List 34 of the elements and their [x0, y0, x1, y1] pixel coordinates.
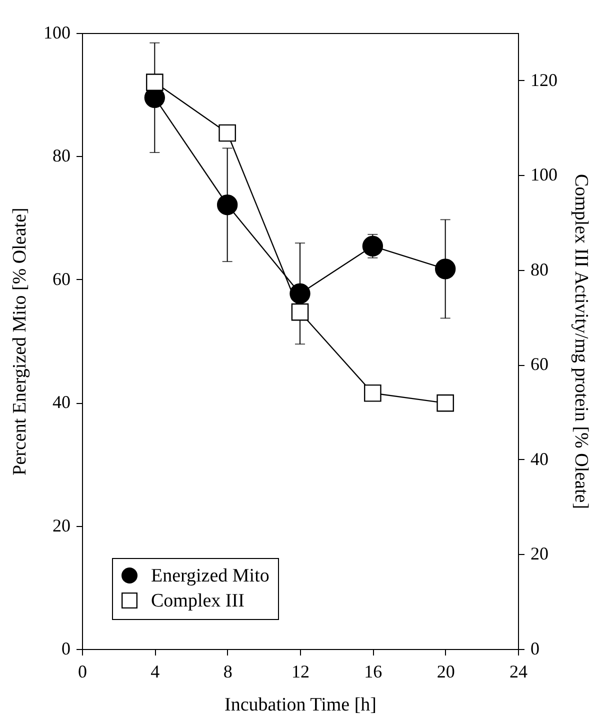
- x-tick-label: 12: [292, 662, 310, 682]
- x-tick-label: 0: [78, 662, 87, 682]
- y-tick-label: 0: [62, 638, 70, 658]
- y-tick-label: 80: [52, 146, 70, 166]
- y-tick-label: 40: [52, 392, 70, 412]
- point: [434, 258, 456, 280]
- y2-tick-label: 60: [530, 354, 548, 374]
- point: [218, 124, 236, 142]
- legend-label: Energized Mito: [151, 566, 270, 586]
- x-tick-label: 24: [510, 662, 528, 682]
- x-tick-label: 16: [364, 662, 382, 682]
- y-axis-title: Percent Energized Mito [% Oleate]: [10, 208, 30, 476]
- point: [362, 236, 384, 256]
- y2-tick-label: 120: [530, 70, 558, 90]
- y2-tick-label: 40: [530, 448, 548, 469]
- x-tick-label: 20: [436, 662, 455, 682]
- point: [436, 394, 454, 412]
- y2-tick-label: 20: [530, 544, 548, 564]
- x-tick-label: 8: [223, 662, 232, 682]
- y-tick-label: 60: [52, 268, 70, 289]
- y2-tick-label: 80: [530, 259, 548, 280]
- point: [146, 74, 164, 91]
- y2-tick-label: 100: [530, 164, 558, 185]
- point: [364, 384, 382, 402]
- point: [290, 283, 310, 304]
- y2-tick-label: 0: [530, 638, 540, 658]
- point: [291, 303, 309, 321]
- point: [216, 194, 238, 216]
- x-tick-label: 4: [150, 662, 160, 682]
- legend-label: Complex III: [151, 590, 244, 612]
- x-axis-title: Incubation Time [h]: [224, 694, 376, 715]
- y-tick-label: 20: [52, 515, 70, 536]
- y-tick-label: 100: [44, 22, 70, 42]
- y2-axis-title: Complex III Activity/mg protein [% Oleate]: [570, 174, 592, 510]
